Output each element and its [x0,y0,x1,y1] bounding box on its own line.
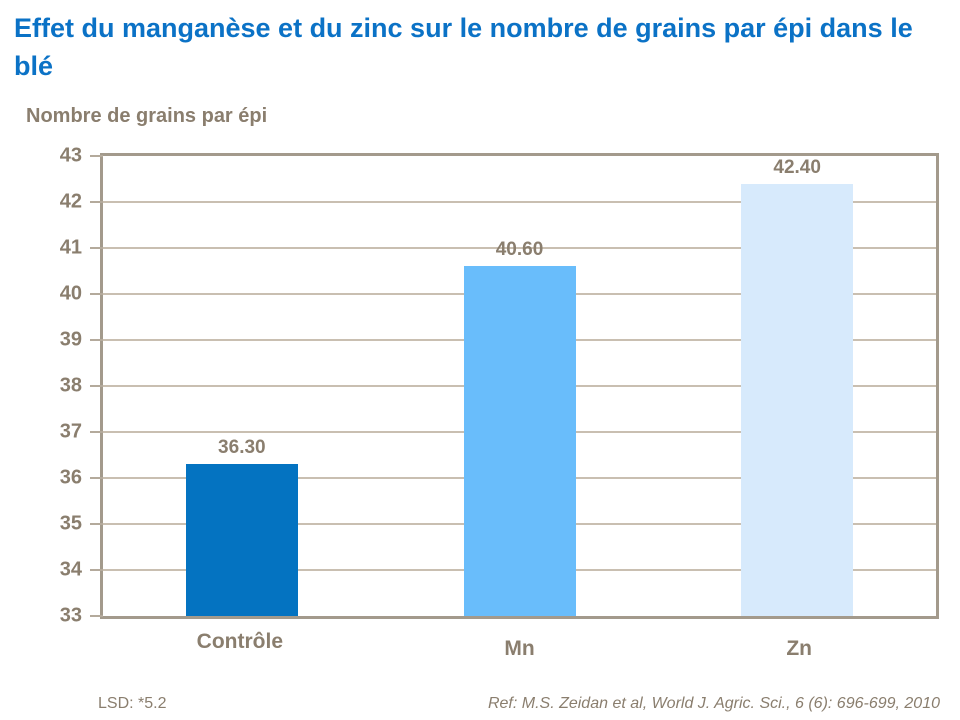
y-tick-mark-40 [90,293,103,295]
reference-note: Ref: M.S. Zeidan et al, World J. Agric. … [487,695,940,712]
footer: LSD: *5.2 Ref: M.S. Zeidan et al, World … [98,695,940,713]
gridline-41 [103,247,936,249]
y-tick-label-42: 42 [59,190,82,213]
x-axis-label-mn: Mn [504,637,535,660]
y-tick-label-35: 35 [59,512,82,535]
y-tick-label-34: 34 [59,558,82,581]
page-title: Effet du manganèse et du zinc sur le nom… [14,13,913,81]
plot-area: 36.30 40.60 42.40 [90,153,939,619]
x-axis-label-contrôle: Contrôle [196,630,283,653]
y-tick-mark-35 [90,523,103,525]
y-tick-mark-39 [90,339,103,341]
y-tick-mark-43 [90,155,103,157]
y-tick-mark-42 [90,201,103,203]
bar-contrôle [185,464,298,616]
bar-mn [463,266,576,616]
bar-value-label-mn: 40.60 [495,239,544,261]
y-tick-label-33: 33 [59,604,82,627]
y-tick-mark-41 [90,247,103,249]
y-tick-label-37: 37 [59,420,82,443]
x-axis-label-zn: Zn [786,637,812,660]
y-tick-label-41: 41 [59,236,82,259]
y-tick-label-36: 36 [59,466,82,489]
y-axis-title: Nombre de grains par épi [26,105,268,127]
x-axis-labels: Contrôle Mn Zn [100,630,939,660]
y-tick-label-40: 40 [59,282,82,305]
bar-value-label-contrôle: 36.30 [218,437,266,459]
y-tick-label-39: 39 [59,328,82,351]
y-tick-label-38: 38 [59,374,82,397]
y-tick-mark-38 [90,385,103,387]
bar-zn [741,183,854,616]
y-tick-mark-37 [90,431,103,433]
y-tick-mark-34 [90,569,103,571]
y-tick-mark-33 [90,615,103,617]
lsd-note: LSD: *5.2 [98,695,167,712]
gridline-42 [103,201,936,203]
y-tick-label-43: 43 [59,144,82,167]
bar-value-label-zn: 42.40 [773,156,821,178]
y-axis-labels: 33 34 35 36 37 38 39 40 41 42 43 [0,145,88,627]
y-tick-mark-36 [90,477,103,479]
